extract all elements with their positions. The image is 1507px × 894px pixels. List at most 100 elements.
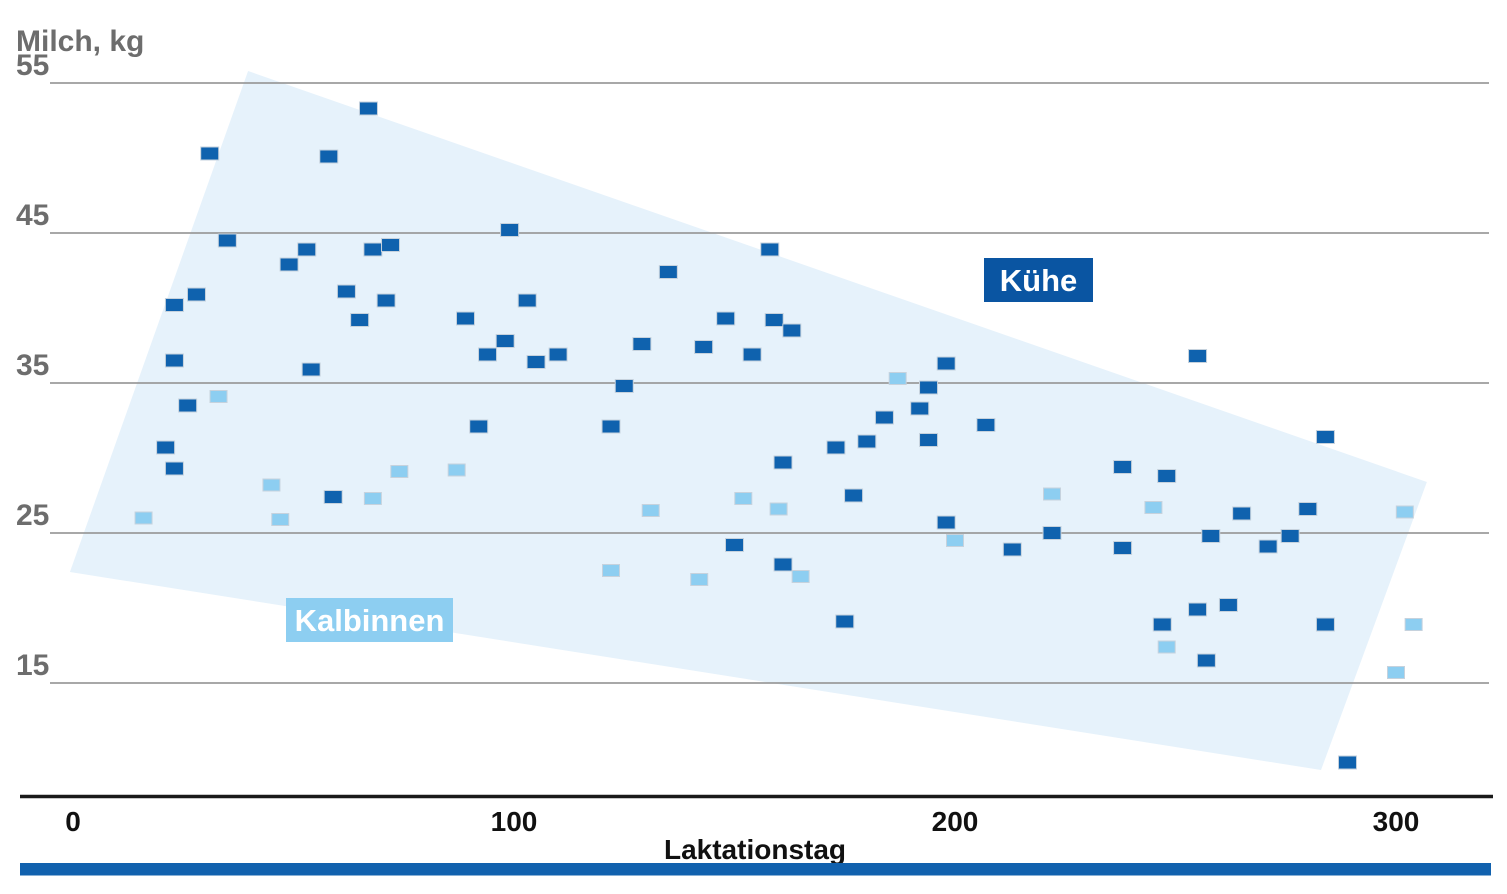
data-point-kuehe [844, 488, 864, 503]
data-point-kalbinnen [769, 502, 788, 516]
y-tick-label-45: 45 [16, 199, 49, 232]
data-point-kuehe [773, 557, 793, 572]
y-tick-label-55: 55 [16, 49, 49, 82]
data-point-kuehe [297, 242, 317, 257]
data-point-kuehe [1232, 506, 1252, 521]
x-tick-label-0: 0 [65, 806, 81, 837]
data-point-kuehe [782, 323, 802, 338]
data-point-kuehe [1152, 617, 1172, 632]
data-point-kuehe [1002, 542, 1022, 557]
x-tick-label-200: 200 [932, 806, 979, 837]
data-point-kuehe [936, 356, 956, 371]
data-point-kuehe [323, 490, 343, 504]
data-point-kuehe [1157, 469, 1177, 483]
data-point-kuehe [376, 293, 396, 308]
data-point-kuehe [350, 313, 370, 327]
data-point-kuehe [178, 398, 198, 413]
data-point-kalbinnen [791, 570, 810, 583]
legend-layer: Kühe Kalbinnen [286, 258, 1093, 642]
data-point-kuehe [517, 293, 537, 308]
data-point-kuehe [1218, 598, 1238, 612]
data-point-kuehe [455, 311, 475, 326]
data-point-kuehe [601, 419, 621, 434]
data-point-kuehe [164, 353, 184, 368]
data-point-kuehe [363, 242, 383, 257]
data-point-kuehe [1188, 349, 1208, 363]
data-point-kuehe [658, 265, 678, 279]
data-point-kuehe [632, 337, 652, 351]
data-point-kalbinnen [1157, 640, 1176, 654]
data-point-kalbinnen [1043, 487, 1062, 501]
data-point-kalbinnen [262, 478, 281, 492]
data-point-kuehe [1258, 539, 1278, 554]
data-point-kuehe [835, 614, 855, 629]
envelope-region [69, 71, 1427, 770]
data-point-kuehe [164, 461, 184, 476]
kalbinnen-legend-box [286, 598, 453, 642]
data-point-kuehe [1280, 529, 1300, 543]
data-point-kalbinnen [641, 504, 660, 517]
x-axis-layer: 0 100 200 300 [20, 794, 1493, 876]
data-point-kuehe [1113, 541, 1133, 555]
data-point-kuehe [1315, 617, 1335, 632]
data-point-kuehe [1315, 430, 1335, 444]
data-point-kalbinnen [946, 534, 964, 547]
data-point-kalbinnen [690, 573, 709, 586]
bottom-accent-bar [20, 863, 1491, 876]
data-point-kalbinnen [602, 564, 621, 577]
data-point-kalbinnen [888, 372, 907, 385]
data-point-kalbinnen [363, 492, 382, 505]
data-point-kuehe [526, 355, 546, 369]
data-point-kuehe [279, 257, 299, 272]
data-point-kuehe [1201, 529, 1221, 543]
data-point-kalbinnen [1387, 666, 1405, 679]
kuehe-legend-label: Kühe [1000, 263, 1078, 298]
data-point-kuehe [469, 419, 489, 434]
data-point-kuehe [500, 223, 520, 237]
data-point-kuehe [548, 347, 568, 362]
data-point-kuehe [1196, 653, 1216, 668]
data-point-kuehe [358, 101, 378, 116]
data-point-kuehe [694, 340, 714, 354]
data-point-kuehe [919, 380, 939, 395]
data-point-kuehe [319, 149, 339, 164]
data-point-kalbinnen [209, 390, 228, 403]
data-point-kuehe [200, 146, 220, 161]
data-point-kuehe [381, 238, 401, 252]
data-point-kuehe [716, 311, 736, 326]
x-tick-label-300: 300 [1373, 806, 1420, 837]
data-point-kuehe [614, 379, 634, 393]
data-point-kuehe [826, 440, 846, 455]
data-point-kalbinnen [390, 465, 409, 478]
scatter-points-layer [134, 101, 1423, 770]
data-point-kuehe [478, 347, 498, 362]
data-point-kuehe [1188, 602, 1208, 617]
data-point-kalbinnen [1144, 501, 1163, 514]
data-point-kalbinnen [271, 513, 290, 526]
data-point-kuehe [217, 233, 237, 248]
gridline-layer: 55 45 35 25 15 [16, 49, 1489, 684]
data-point-kuehe [186, 287, 206, 302]
data-point-kuehe [301, 362, 321, 377]
kalbinnen-legend-label: Kalbinnen [295, 603, 445, 638]
data-point-kuehe [910, 401, 930, 416]
x-tick-label-100: 100 [491, 806, 538, 837]
data-point-kuehe [725, 538, 744, 552]
data-point-kuehe [976, 418, 996, 432]
data-point-kuehe [336, 284, 356, 299]
data-point-kuehe [1042, 526, 1062, 540]
data-point-kuehe [164, 298, 184, 312]
data-point-kuehe [1298, 502, 1318, 516]
data-point-kuehe [773, 455, 793, 470]
data-point-kuehe [874, 410, 894, 425]
data-point-kuehe [1113, 460, 1133, 474]
data-point-kuehe [495, 334, 515, 348]
x-axis-title: Laktationstag [664, 834, 846, 865]
data-point-kalbinnen [1404, 618, 1423, 631]
y-tick-label-25: 25 [16, 499, 49, 532]
y-axis-title: Milch, kg [16, 25, 144, 58]
data-point-kalbinnen [734, 492, 753, 505]
data-point-kuehe [156, 440, 176, 455]
y-tick-label-15: 15 [16, 649, 49, 682]
